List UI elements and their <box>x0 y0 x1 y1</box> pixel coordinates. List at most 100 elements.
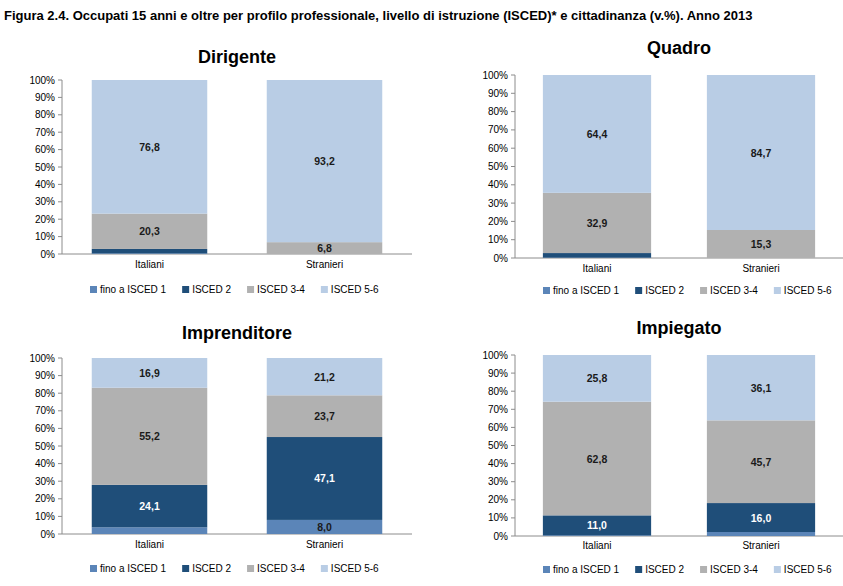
y-tick-label: 20% <box>35 493 55 504</box>
data-label: 15,3 <box>751 238 772 250</box>
data-label: 8,0 <box>317 521 332 533</box>
y-tick <box>511 445 515 446</box>
legend-swatch <box>321 286 328 293</box>
y-tick <box>511 373 515 374</box>
legend-label: ISCED 3-4 <box>257 284 305 295</box>
y-tick <box>511 499 515 500</box>
data-label: 93,2 <box>314 155 335 167</box>
data-labels: 32,964,415,384,7 <box>587 128 772 250</box>
legend-label: ISCED 2 <box>645 564 684 575</box>
y-tick-label: 20% <box>488 494 508 505</box>
y-tick <box>511 239 515 240</box>
y-tick <box>511 184 515 185</box>
data-label: 55,2 <box>139 430 160 442</box>
y-tick-label: 40% <box>35 458 55 469</box>
y-tick <box>58 498 62 499</box>
bar-segment <box>707 230 815 258</box>
y-tick <box>58 393 62 394</box>
bar-segment <box>543 193 651 253</box>
bar-segment <box>92 80 208 214</box>
y-axis <box>62 80 63 254</box>
y-tick <box>511 391 515 392</box>
x-tick-label: Stranieri <box>306 259 343 270</box>
data-label: 45,7 <box>751 456 772 468</box>
y-tick <box>58 219 62 220</box>
data-label: 76,8 <box>139 141 160 153</box>
y-tick-label: 40% <box>35 179 55 190</box>
bar-segment <box>707 503 815 532</box>
bar-segment <box>92 249 208 253</box>
legend-swatch <box>247 565 254 572</box>
x-tick-label: Stranieri <box>306 539 343 550</box>
bar-segment <box>707 75 815 230</box>
bars <box>543 75 815 258</box>
y-tick-label: 60% <box>35 144 55 155</box>
legend-label: fino a ISCED 1 <box>100 284 167 295</box>
chart-title: Quadro <box>647 38 711 58</box>
data-label: 47,1 <box>314 472 335 484</box>
legend-label: fino a ISCED 1 <box>553 564 620 575</box>
data-label: 21,2 <box>314 371 335 383</box>
y-tick-label: 90% <box>35 92 55 103</box>
y-tick <box>58 97 62 98</box>
y-tick <box>58 184 62 185</box>
y-tick-label: 50% <box>488 440 508 451</box>
legend-swatch <box>182 565 189 572</box>
y-tick <box>58 463 62 464</box>
legend-label: ISCED 5-6 <box>784 564 832 575</box>
bar-segment <box>707 355 815 420</box>
data-labels: 24,155,216,98,047,123,721,2 <box>139 367 335 533</box>
data-label: 25,8 <box>587 372 608 384</box>
chart-panel: Quadro0%10%20%30%40%50%60%70%80%90%100%3… <box>482 38 843 296</box>
y-tick-label: 20% <box>35 214 55 225</box>
y-tick <box>511 75 515 76</box>
figure-title: Figura 2.4. Occupati 15 anni e oltre per… <box>4 8 752 23</box>
legend-swatch <box>543 287 550 294</box>
y-tick <box>511 427 515 428</box>
y-tick <box>511 148 515 149</box>
y-tick <box>58 481 62 482</box>
legend: fino a ISCED 1ISCED 2ISCED 3-4ISCED 5-6 <box>543 285 832 296</box>
y-tick <box>58 201 62 202</box>
y-tick-label: 10% <box>35 231 55 242</box>
data-label: 36,1 <box>751 382 772 394</box>
chart-panel: Impiegato0%10%20%30%40%50%60%70%80%90%10… <box>482 318 843 575</box>
bar-segment <box>92 527 208 534</box>
y-tick <box>58 114 62 115</box>
legend: fino a ISCED 1ISCED 2ISCED 3-4ISCED 5-6 <box>543 564 832 575</box>
bar-segment <box>707 532 815 536</box>
bar-segment <box>267 437 383 520</box>
y-tick <box>511 258 515 259</box>
y-tick-label: 70% <box>488 404 508 415</box>
y-axis <box>515 75 516 258</box>
bar-segment <box>707 420 815 503</box>
y-tick <box>511 129 515 130</box>
y-tick <box>58 236 62 237</box>
data-label: 16,9 <box>139 367 160 379</box>
x-tick-label: Stranieri <box>742 540 779 551</box>
bar-segment <box>267 80 383 242</box>
legend-label: ISCED 5-6 <box>331 563 379 574</box>
data-label: 64,4 <box>587 128 608 140</box>
y-tick <box>511 203 515 204</box>
y-tick-label: 80% <box>488 106 508 117</box>
legend-swatch <box>321 565 328 572</box>
data-label: 62,8 <box>587 453 608 465</box>
y-tick <box>511 166 515 167</box>
chart-title: Imprenditore <box>182 323 292 343</box>
y-tick-label: 40% <box>488 179 508 190</box>
chart-title: Dirigente <box>198 47 276 67</box>
y-tick-label: 50% <box>35 162 55 173</box>
y-tick <box>58 446 62 447</box>
y-tick <box>58 410 62 411</box>
legend-label: ISCED 3-4 <box>257 563 305 574</box>
y-tick-label: 80% <box>488 386 508 397</box>
data-label: 32,9 <box>587 217 608 229</box>
y-tick-label: 80% <box>35 388 55 399</box>
chart-title: Impiegato <box>636 318 721 338</box>
y-tick <box>511 221 515 222</box>
legend-swatch <box>774 566 781 573</box>
y-tick-label: 30% <box>35 476 55 487</box>
y-tick <box>58 149 62 150</box>
y-tick-label: 50% <box>488 161 508 172</box>
